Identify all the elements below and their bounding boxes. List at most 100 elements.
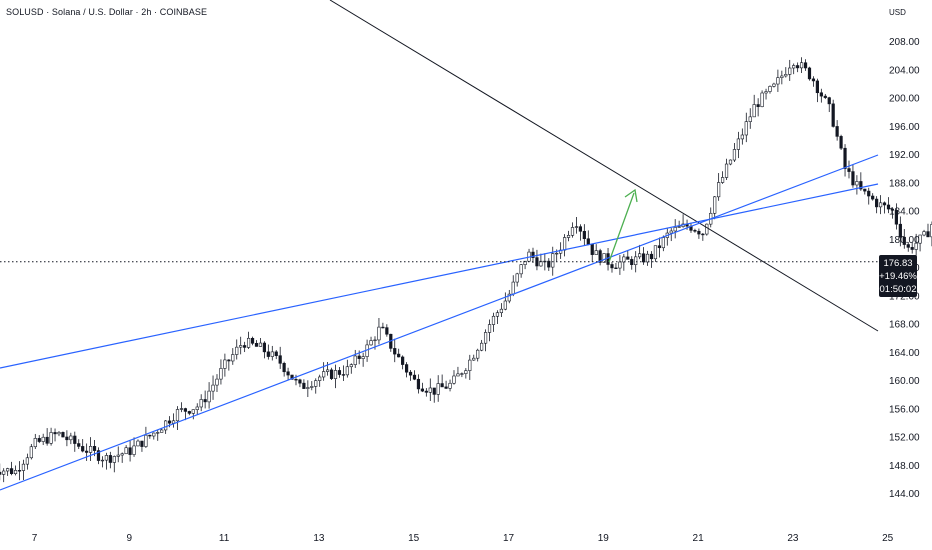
candle: [871, 193, 875, 201]
upper-ascending-trendline[interactable]: [0, 183, 879, 369]
candle: [282, 361, 286, 377]
candle: [6, 467, 10, 476]
candle: [345, 359, 349, 378]
candle: [515, 272, 519, 287]
candle: [0, 463, 2, 481]
candle: [49, 427, 53, 446]
price-tick-label: 204.00: [889, 65, 920, 76]
candle: [653, 245, 658, 262]
candle: [665, 227, 669, 246]
candle: [823, 93, 827, 100]
candle: [227, 359, 231, 371]
candle: [598, 248, 602, 266]
candle: [140, 440, 144, 452]
candle: [551, 246, 555, 276]
candle: [713, 196, 717, 220]
candle: [25, 453, 29, 470]
price-tick-label: 188.00: [889, 178, 920, 189]
candle: [626, 249, 630, 260]
candle: [788, 59, 792, 81]
current-price-label: 176.83 +19.46% 01:50:02: [879, 255, 917, 297]
candle: [124, 445, 128, 455]
candle: [705, 223, 709, 236]
candle: [156, 429, 160, 441]
candle: [910, 242, 914, 254]
candle: [389, 333, 393, 352]
candle: [337, 366, 342, 378]
candle: [677, 220, 681, 228]
candle: [744, 112, 748, 143]
candle: [322, 362, 326, 381]
candle: [610, 261, 614, 273]
descending-trendline[interactable]: [329, 0, 879, 332]
candle: [638, 244, 642, 260]
time-tick-label: 15: [408, 533, 420, 544]
time-tick-label: 23: [787, 533, 799, 544]
candle: [33, 433, 37, 450]
candle: [582, 224, 586, 245]
candle: [562, 234, 567, 257]
candle: [85, 443, 89, 461]
candle: [922, 229, 926, 237]
candle: [539, 253, 543, 267]
candle: [792, 63, 796, 75]
chart-title[interactable]: SOLUSD · Solana / U.S. Dollar · 2h · COI…: [6, 7, 208, 17]
candle: [420, 382, 424, 393]
candle: [720, 171, 725, 184]
candle: [77, 439, 81, 450]
candle: [464, 368, 468, 379]
candle: [187, 410, 191, 416]
candle: [179, 402, 184, 413]
candle: [709, 207, 713, 228]
candle: [37, 435, 41, 444]
candle: [566, 230, 571, 242]
candle: [701, 233, 705, 241]
time-tick-label: 7: [32, 533, 38, 544]
candle: [404, 362, 409, 378]
projection-arrow[interactable]: [608, 188, 638, 263]
candle: [45, 428, 49, 446]
candle: [286, 367, 290, 381]
candle: [732, 142, 737, 162]
candle: [799, 57, 804, 73]
lower-ascending-trendline[interactable]: [0, 154, 879, 491]
time-axis[interactable]: 7911131517192123252729Aug357911: [32, 533, 932, 544]
currency-label[interactable]: USD: [889, 8, 906, 17]
price-tick-label: 200.00: [889, 94, 920, 105]
candle: [219, 359, 223, 385]
candle: [736, 131, 740, 159]
candle: [641, 247, 646, 265]
candle: [531, 247, 535, 264]
candle: [630, 256, 634, 270]
candle: [681, 214, 685, 228]
price-tick-label: 196.00: [889, 122, 920, 133]
candle: [136, 439, 140, 447]
candle: [393, 338, 397, 363]
candle: [875, 196, 879, 214]
candle: [385, 324, 389, 337]
candle: [428, 378, 432, 401]
candle: [116, 446, 120, 463]
price-tick-label: 156.00: [889, 404, 920, 415]
candle: [807, 66, 812, 81]
candle: [839, 134, 843, 151]
candle: [17, 461, 22, 481]
candle: [120, 452, 124, 463]
candle: [649, 251, 654, 268]
candle: [353, 349, 357, 368]
candle: [57, 431, 61, 437]
time-tick-label: 11: [219, 533, 230, 544]
candle: [867, 187, 871, 205]
candle: [310, 381, 314, 391]
candle: [780, 70, 784, 85]
candle: [483, 329, 488, 352]
candle: [203, 390, 207, 409]
candle: [381, 322, 385, 329]
candle: [511, 275, 515, 297]
time-tick-label: 25: [882, 533, 894, 544]
candle: [827, 96, 831, 113]
candle: [2, 468, 6, 483]
candle: [574, 217, 579, 234]
candle: [199, 394, 203, 412]
